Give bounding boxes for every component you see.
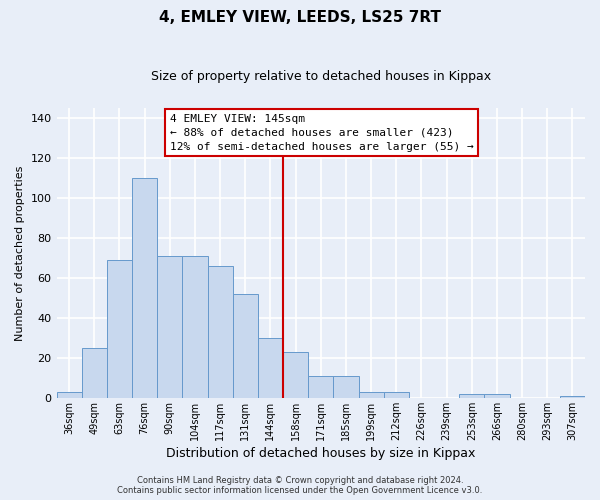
Text: 4 EMLEY VIEW: 145sqm
← 88% of detached houses are smaller (423)
12% of semi-deta: 4 EMLEY VIEW: 145sqm ← 88% of detached h… xyxy=(170,114,473,152)
Text: 4, EMLEY VIEW, LEEDS, LS25 7RT: 4, EMLEY VIEW, LEEDS, LS25 7RT xyxy=(159,10,441,25)
Bar xyxy=(132,178,157,398)
Y-axis label: Number of detached properties: Number of detached properties xyxy=(15,165,25,340)
Title: Size of property relative to detached houses in Kippax: Size of property relative to detached ho… xyxy=(151,70,491,83)
Bar xyxy=(258,338,283,398)
Bar xyxy=(283,352,308,398)
Bar xyxy=(82,348,107,398)
Bar xyxy=(560,396,585,398)
X-axis label: Distribution of detached houses by size in Kippax: Distribution of detached houses by size … xyxy=(166,447,475,460)
Bar xyxy=(233,294,258,398)
Bar xyxy=(208,266,233,398)
Bar xyxy=(484,394,509,398)
Bar xyxy=(308,376,334,398)
Bar xyxy=(334,376,359,398)
Text: Contains HM Land Registry data © Crown copyright and database right 2024.
Contai: Contains HM Land Registry data © Crown c… xyxy=(118,476,482,495)
Bar xyxy=(359,392,383,398)
Bar xyxy=(182,256,208,398)
Bar xyxy=(459,394,484,398)
Bar xyxy=(107,260,132,398)
Bar xyxy=(56,392,82,398)
Bar xyxy=(383,392,409,398)
Bar xyxy=(157,256,182,398)
